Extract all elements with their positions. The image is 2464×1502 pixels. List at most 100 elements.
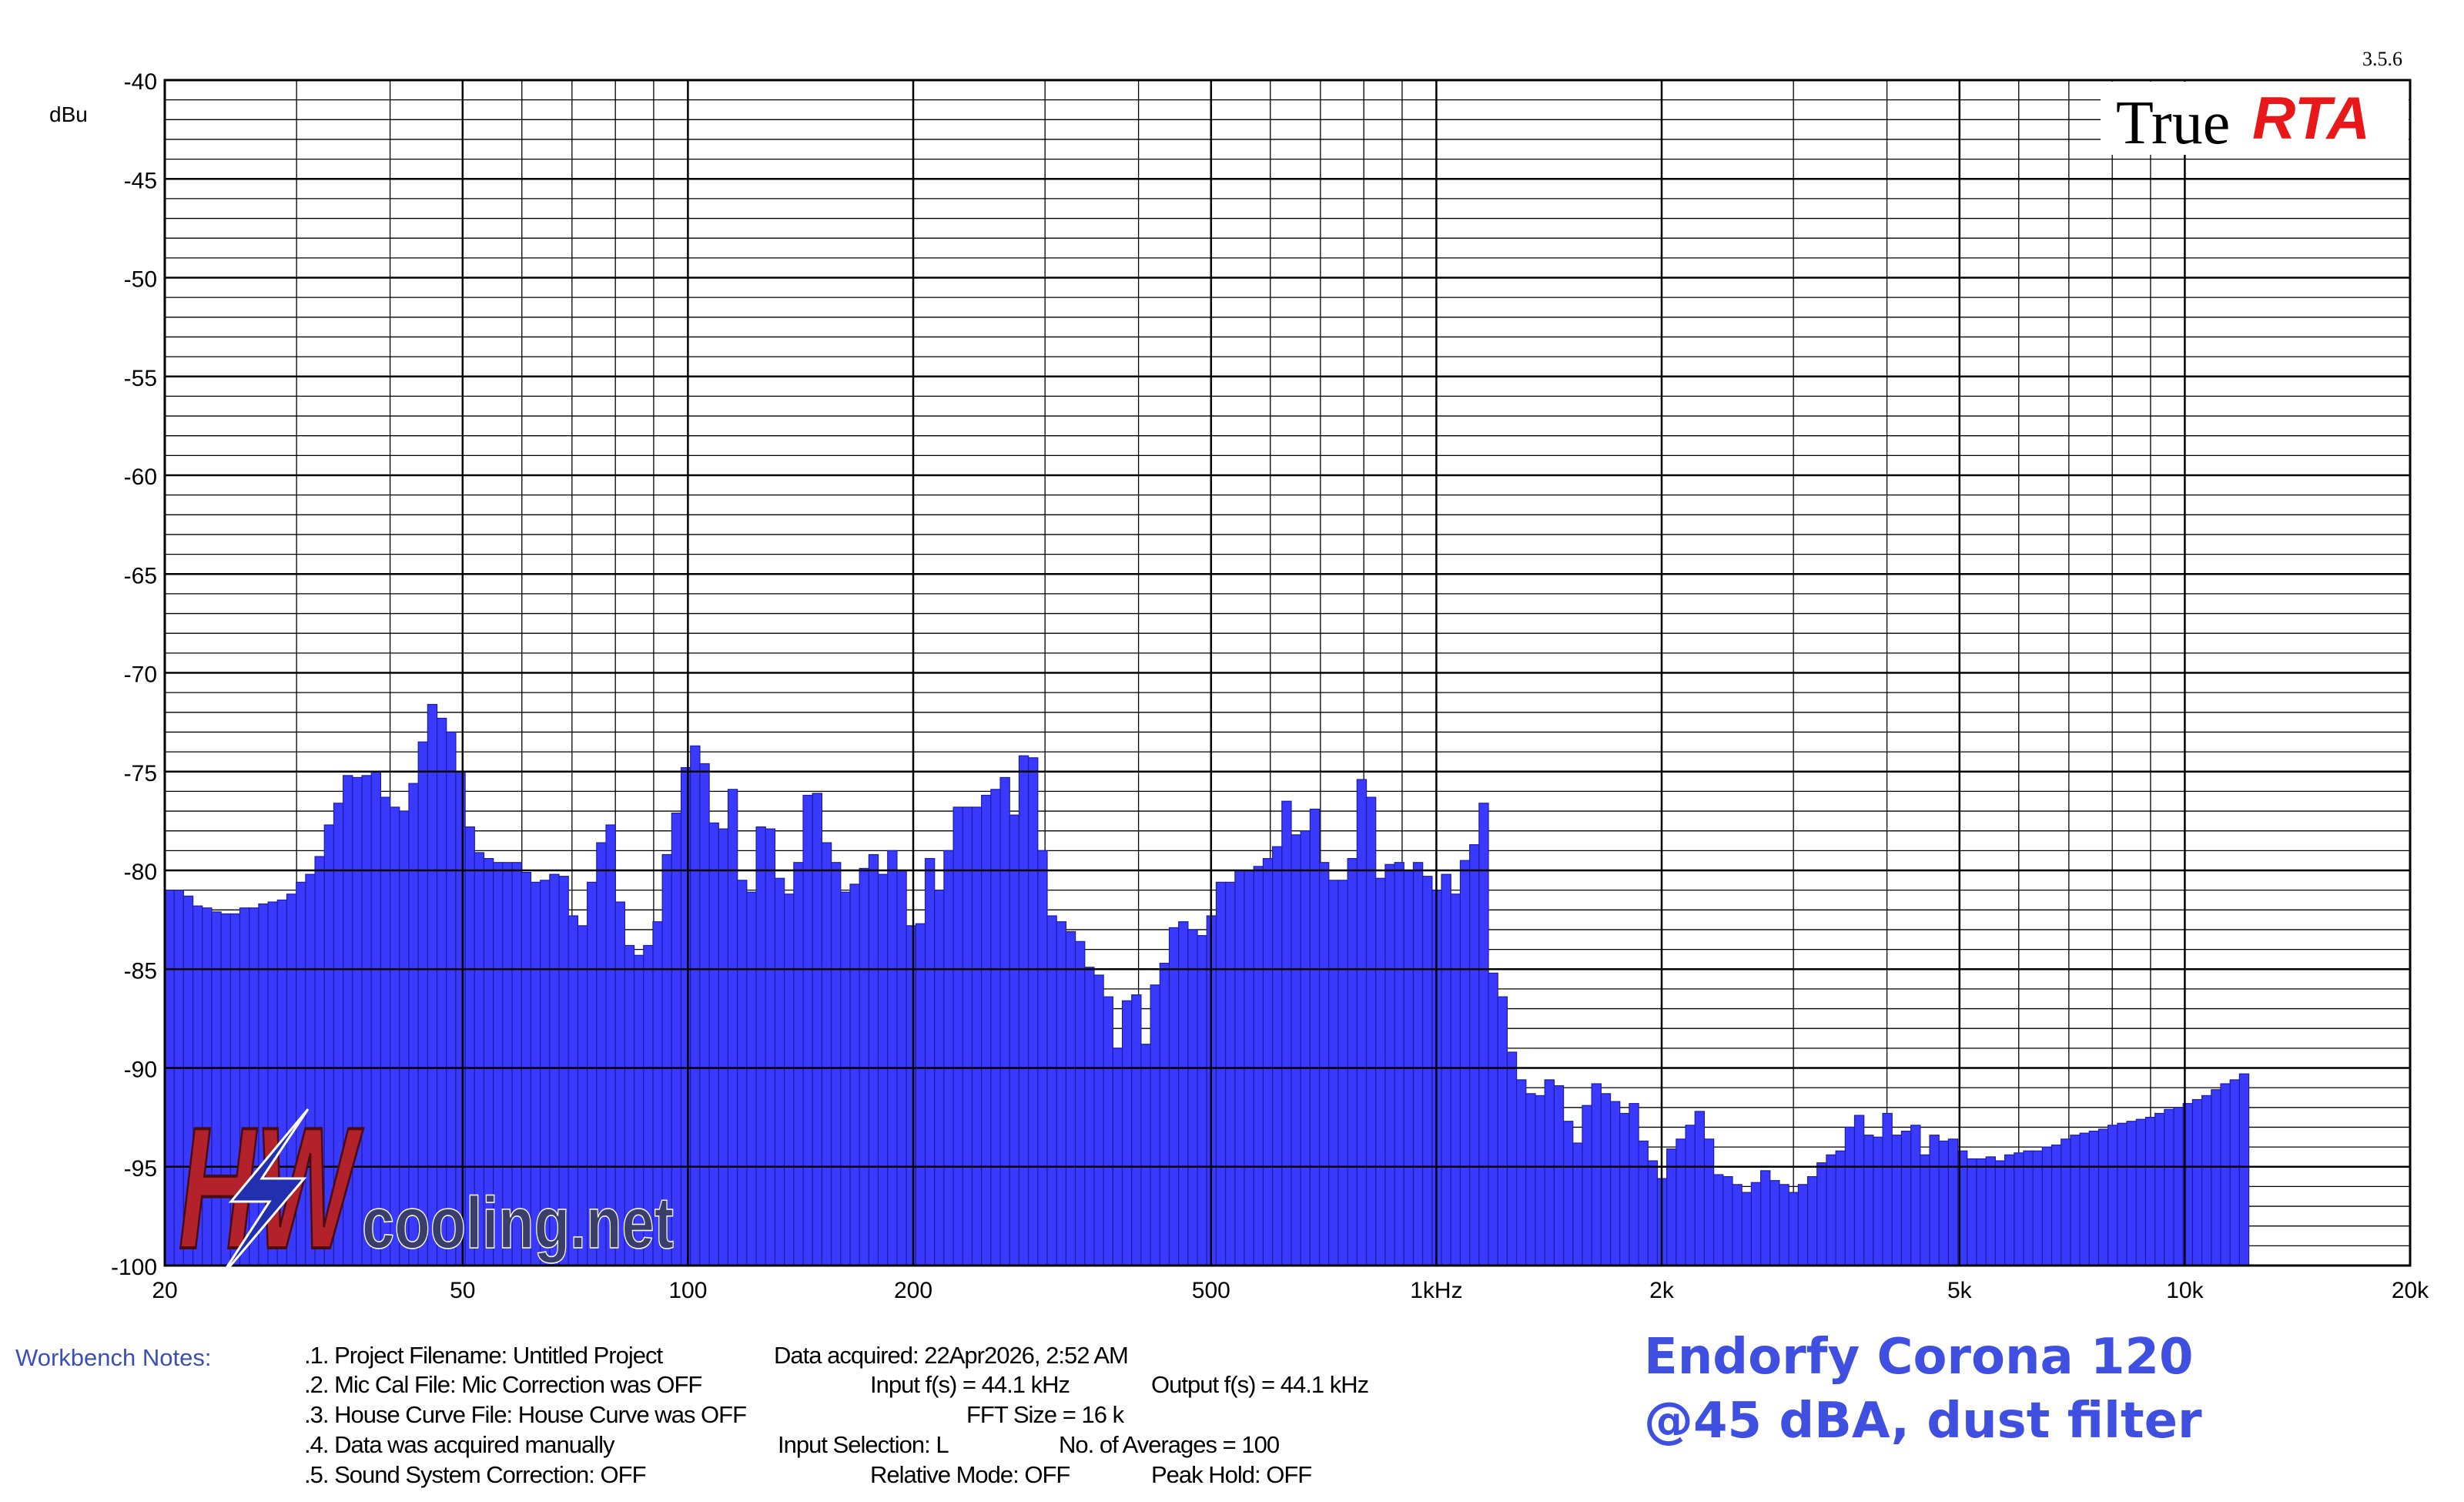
spectrum-bar — [1028, 757, 1039, 1266]
y-tick-label: -100 — [111, 1255, 157, 1280]
spectrum-bar — [2061, 1138, 2071, 1266]
spectrum-bar — [2070, 1135, 2081, 1266]
x-tick-label: 20k — [2392, 1278, 2429, 1303]
note-4-averages: No. of Averages = 100 — [1059, 1431, 1280, 1458]
spectrum-bar — [924, 858, 936, 1266]
spectrum-bar — [2014, 1152, 2024, 1266]
note-2-output-fs: Output f(s) = 44.1 kHz — [1151, 1371, 1369, 1398]
spectrum-bar — [1309, 808, 1321, 1266]
spectrum-bar — [1779, 1184, 1789, 1266]
spectrum-bar — [1422, 876, 1433, 1266]
spectrum-bar — [1037, 850, 1048, 1266]
spectrum-bar — [943, 850, 954, 1266]
spectrum-bar — [2004, 1154, 2015, 1266]
spectrum-bar — [1300, 830, 1311, 1266]
bar-series — [164, 703, 2250, 1266]
spectrum-bar — [727, 789, 738, 1266]
spectrum-bar — [793, 862, 804, 1266]
spectrum-bar — [1835, 1150, 1846, 1266]
spectrum-bar — [1844, 1126, 1856, 1266]
spectrum-bar — [1074, 940, 1086, 1266]
spectrum-bar — [859, 867, 869, 1266]
note-5-relative-mode: Relative Mode: OFF — [870, 1461, 1070, 1488]
spectrum-bar — [1084, 967, 1095, 1266]
spectrum-bar — [1337, 880, 1348, 1266]
y-tick-label: -95 — [124, 1156, 157, 1182]
spectrum-bar — [1891, 1135, 1903, 1266]
spectrum-bar — [1140, 1044, 1151, 1266]
y-tick-label: -80 — [124, 860, 157, 885]
spectrum-bar — [1788, 1192, 1799, 1266]
spectrum-bar — [1009, 814, 1020, 1266]
spectrum-bar — [699, 763, 710, 1266]
spectrum-bar — [877, 873, 889, 1266]
spectrum-bar — [1112, 1048, 1123, 1266]
spectrum-bar — [784, 893, 795, 1266]
spectrum-bar — [868, 853, 879, 1266]
spectrum-bar — [1638, 1140, 1649, 1266]
spectrum-bar — [1525, 1093, 1536, 1266]
spectrum-bar — [1450, 893, 1461, 1266]
spectrum-bar — [1197, 935, 1207, 1266]
caption-title: Endorfy Corona 120 — [1644, 1329, 2194, 1386]
logo-true-text: True — [2116, 89, 2230, 157]
y-tick-label: -40 — [124, 69, 157, 95]
spectrum-bar — [2097, 1128, 2109, 1266]
spectrum-bar — [164, 890, 175, 1266]
spectrum-bar — [887, 850, 898, 1266]
spectrum-bar — [934, 890, 945, 1266]
spectrum-bar — [1967, 1158, 1977, 1266]
spectrum-bar — [1722, 1175, 1733, 1266]
spectrum-bar — [1769, 1180, 1780, 1266]
spectrum-bar — [2164, 1108, 2174, 1266]
y-tick-label: -55 — [124, 366, 157, 391]
spectrum-bar — [802, 794, 813, 1266]
y-tick-label: -45 — [124, 168, 157, 193]
spectrum-bar — [1225, 881, 1236, 1266]
spectrum-bar — [831, 862, 842, 1266]
spectrum-bar — [2051, 1144, 2062, 1266]
spectrum-bar — [906, 925, 916, 1266]
y-tick-label: -85 — [124, 958, 157, 984]
x-tick-label: 200 — [894, 1278, 932, 1303]
spectrum-bar — [1947, 1138, 1959, 1266]
spectrum-bar — [999, 776, 1010, 1266]
spectrum-bar — [1093, 974, 1104, 1266]
spectrum-bar — [2117, 1122, 2128, 1266]
note-3: .3. House Curve File: House Curve was OF… — [304, 1401, 747, 1428]
spectrum-bar — [1478, 803, 1489, 1266]
spectrum-bar — [990, 789, 1001, 1266]
spectrum-bar — [1920, 1154, 1930, 1266]
spectrum-bar — [1168, 927, 1180, 1266]
spectrum-bar — [2201, 1095, 2212, 1266]
spectrum-bar — [1394, 862, 1404, 1266]
spectrum-bar — [1929, 1135, 1940, 1266]
spectrum-bar — [1065, 930, 1076, 1266]
spectrum-bar — [1826, 1154, 1836, 1266]
y-axis-label: dBu — [49, 102, 88, 126]
spectrum-bar — [1291, 834, 1301, 1266]
spectrum-bar — [1873, 1136, 1883, 1266]
spectrum-bar — [2173, 1107, 2184, 1266]
x-tick-label: 10k — [2166, 1278, 2204, 1303]
spectrum-bar — [1582, 1105, 1592, 1266]
spectrum-bar — [1806, 1175, 1818, 1266]
spectrum-bar — [1103, 996, 1113, 1266]
spectrum-bar — [737, 880, 748, 1266]
spectrum-bar — [1441, 873, 1451, 1266]
spectrum-bar — [1544, 1079, 1555, 1266]
spectrum-bar — [1816, 1162, 1827, 1266]
spectrum-bar — [1797, 1184, 1809, 1266]
note-3-fft-size: FFT Size = 16 k — [966, 1401, 1124, 1428]
spectrum-bar — [1882, 1112, 1893, 1266]
spectrum-bar — [1600, 1093, 1612, 1266]
caption-subtitle: @45 dBA, dust filter — [1644, 1393, 2202, 1450]
note-1: .1. Project Filename: Untitled Project — [304, 1342, 663, 1369]
version-label: 3.5.6 — [2362, 48, 2402, 70]
spectrum-bar — [1384, 863, 1395, 1266]
spectrum-bar — [2229, 1079, 2240, 1266]
y-tick-label: -60 — [124, 464, 157, 490]
spectrum-bar — [821, 842, 832, 1266]
spectrum-bar — [765, 828, 776, 1266]
spectrum-bar — [1253, 866, 1264, 1266]
